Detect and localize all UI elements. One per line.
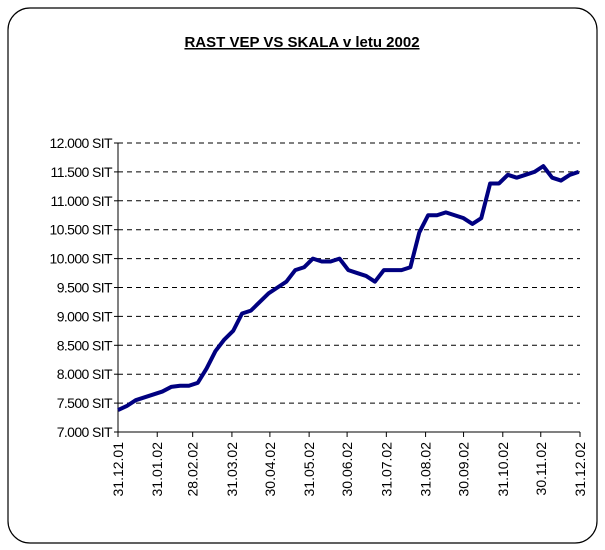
y-tick-label: 8.500 SIT xyxy=(57,337,113,353)
y-tick-label: 11.000 SIT xyxy=(51,193,113,209)
x-tick-label: 30.11.02 xyxy=(533,442,549,496)
y-tick-label: 10.000 SIT xyxy=(50,251,114,267)
y-tick-label: 10.500 SIT xyxy=(50,222,114,238)
data-line xyxy=(117,164,580,412)
x-tick-label: 31.12.02 xyxy=(572,442,588,497)
chart-title: RAST VEP VS SKALA v letu 2002 xyxy=(184,34,419,51)
x-tick-label: 30.04.02 xyxy=(262,442,278,497)
y-tick-label: 11.500 SIT xyxy=(51,164,113,180)
x-tick-label: 30.09.02 xyxy=(456,442,472,497)
y-tick-label: 7.000 SIT xyxy=(57,424,113,440)
chart-frame xyxy=(7,7,598,544)
y-tick-label: 9.500 SIT xyxy=(57,280,113,296)
y-tick-label: 12.000 SIT xyxy=(50,135,114,151)
x-tick-label: 28.02.02 xyxy=(185,442,201,497)
x-tick-label: 31.01.02 xyxy=(149,442,165,497)
x-tick-label: 31.03.02 xyxy=(224,442,240,497)
x-tick-label: 30.06.02 xyxy=(339,442,355,497)
y-tick-label: 7.500 SIT xyxy=(57,395,113,411)
y-tick-label: 9.000 SIT xyxy=(57,308,113,324)
x-tick-label: 31.05.02 xyxy=(301,442,317,497)
x-tick-label: 31.10.02 xyxy=(495,442,511,497)
x-tick-label: 31.07.02 xyxy=(378,442,394,497)
x-tick-label: 31.12.01 xyxy=(110,442,126,497)
y-tick-label: 8.000 SIT xyxy=(57,366,113,382)
x-tick-label: 31.08.02 xyxy=(418,442,434,497)
